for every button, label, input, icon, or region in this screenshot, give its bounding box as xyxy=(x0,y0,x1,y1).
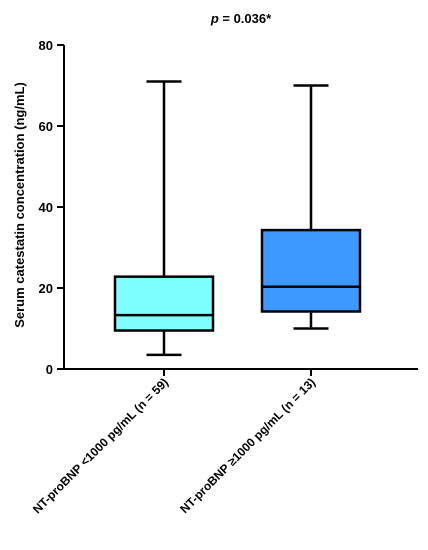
y-tick-label: 20 xyxy=(39,281,53,296)
x-axis-labels: NT-proBNP <1000 pg/mL (n = 59) NT-proBNP … xyxy=(30,375,318,516)
box-group xyxy=(260,84,362,330)
y-tick-label: 0 xyxy=(46,362,53,377)
box-group xyxy=(113,80,215,357)
category-label: NT-proBNP ≥1000 pg/mL (n = 13) xyxy=(177,375,318,516)
y-tick-label: 60 xyxy=(39,119,53,134)
p-value-annotation: p = 0.036* xyxy=(210,11,272,26)
y-axis-title: Serum catestatin concentration (ng/mL) xyxy=(12,82,27,328)
p-value-symbol: p xyxy=(210,11,219,26)
category-label: NT-proBNP <1000 pg/mL (n = 59) xyxy=(30,375,171,516)
x-axis-ticks xyxy=(163,369,312,376)
y-tick-label: 80 xyxy=(39,38,53,53)
box-series xyxy=(113,80,362,357)
iqr-box xyxy=(260,228,362,313)
y-tick-label: 40 xyxy=(39,200,53,215)
p-value-text: = 0.036* xyxy=(219,11,272,26)
iqr-box xyxy=(113,275,215,332)
y-axis-ticks: 0 20 40 60 80 xyxy=(39,38,64,377)
